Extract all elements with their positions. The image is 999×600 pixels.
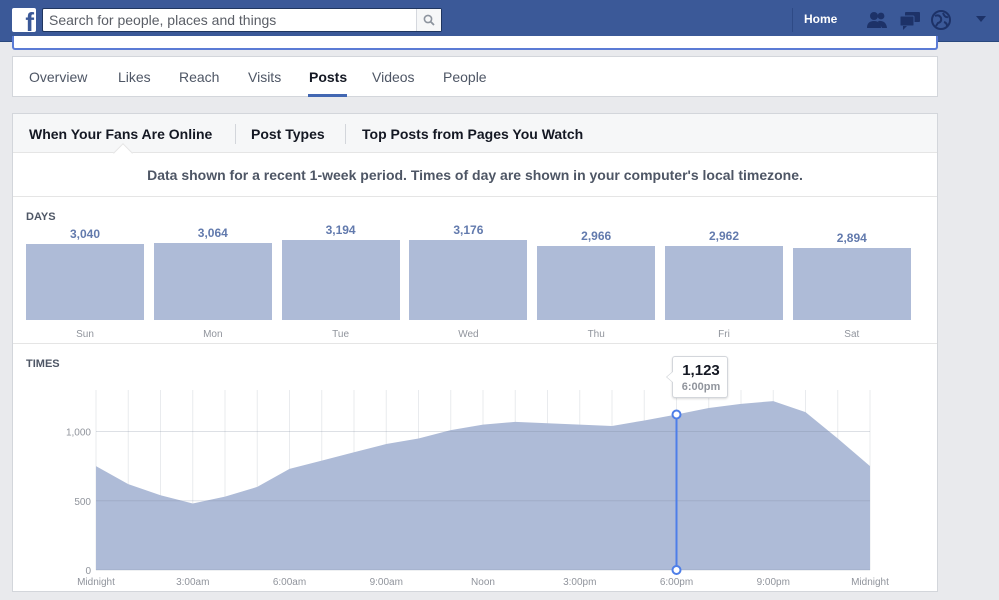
subtab-post-types[interactable]: Post Types — [251, 126, 325, 142]
day-bar[interactable] — [281, 240, 400, 320]
day-value-label: 2,966 — [581, 229, 612, 243]
day-value-label: 3,194 — [325, 223, 356, 237]
day-bar[interactable] — [665, 246, 783, 320]
x-tick-label: 9:00am — [370, 577, 403, 588]
days-label: DAYS — [26, 211, 56, 223]
times-area-chart: 0 500 1,000 Midnight 3:00am 6:00am 9:00am Noon 3… — [66, 390, 889, 588]
facebook-logo[interactable]: f — [12, 8, 36, 35]
timezone-notice: Data shown for a recent 1-week period. T… — [13, 154, 937, 197]
y-tick-label: 0 — [85, 566, 91, 577]
hover-base-marker — [671, 565, 682, 575]
day-value-label: 2,962 — [708, 229, 740, 243]
times-label: TIMES — [26, 358, 60, 370]
tab-reach[interactable]: Reach — [179, 69, 220, 85]
search-input[interactable] — [43, 9, 417, 31]
tooltip-time: 6:00pm — [681, 381, 721, 393]
tab-people[interactable]: People — [443, 69, 487, 85]
day-name-label: Wed — [458, 329, 479, 340]
day-column[interactable]: 3,040 Sun — [26, 198, 144, 344]
day-value-label: 2,894 — [836, 231, 867, 245]
tab-posts[interactable]: Posts — [309, 69, 348, 85]
day-value-label: 3,176 — [453, 223, 484, 237]
days-chart: DAYS 3,040 Sun 3,064 Mon 3,194 Tue 3,176 Wed 2,9… — [13, 198, 937, 344]
hover-point-marker[interactable] — [671, 409, 682, 420]
x-tick-label: Noon — [471, 577, 495, 588]
subtab-top-posts[interactable]: Top Posts from Pages You Watch — [362, 126, 584, 142]
hover-tooltip: 1,123 6:00pm — [666, 356, 728, 398]
insights-nav: Overview Likes Reach Visits Posts Videos… — [12, 56, 938, 97]
active-tab-indicator — [308, 94, 347, 97]
times-area[interactable] — [96, 401, 870, 570]
search-button[interactable] — [416, 9, 441, 31]
tab-likes[interactable]: Likes — [118, 69, 151, 85]
day-value-label: 3,064 — [197, 226, 228, 240]
topbar-divider — [792, 8, 793, 32]
account-dropdown-icon[interactable] — [976, 16, 986, 22]
subtab-when-fans-online[interactable]: When Your Fans Are Online — [29, 126, 213, 142]
day-column[interactable]: 3,064 Mon — [153, 198, 272, 344]
selected-content-edge — [12, 36, 938, 50]
home-link[interactable]: Home — [804, 12, 838, 26]
day-name-label: Fri — [718, 329, 730, 340]
day-bar[interactable] — [26, 244, 144, 320]
tooltip-value: 1,123 — [682, 362, 720, 379]
y-tick-label: 500 — [74, 497, 91, 508]
day-name-label: Thu — [587, 329, 605, 340]
search-icon — [423, 14, 435, 26]
day-column[interactable]: 3,176 Wed — [409, 198, 528, 344]
tab-visits[interactable]: Visits — [248, 69, 282, 85]
friend-requests-icon[interactable] — [866, 10, 888, 30]
x-tick-label: Midnight — [851, 577, 889, 588]
day-bar[interactable] — [537, 246, 656, 320]
x-tick-label: Midnight — [77, 577, 115, 588]
day-name-label: Mon — [203, 329, 223, 340]
day-value-label: 3,040 — [69, 227, 101, 241]
x-tick-label: 6:00am — [273, 577, 306, 588]
day-name-label: Sun — [76, 329, 94, 340]
tab-videos[interactable]: Videos — [372, 69, 415, 85]
messages-icon[interactable] — [899, 10, 921, 30]
times-chart: TIMES 0 500 1,000 Midnight 3:00am 6:00am 9:00a… — [13, 345, 937, 591]
subtab-divider — [345, 124, 346, 144]
notifications-globe-icon[interactable] — [930, 10, 952, 30]
x-tick-label: 3:00am — [176, 577, 209, 588]
day-bar[interactable] — [792, 248, 911, 320]
day-column[interactable]: 2,962 Fri — [665, 198, 783, 344]
posts-panel: When Your Fans Are Online Post Types Top… — [12, 113, 938, 592]
x-tick-label: 3:00pm — [563, 577, 596, 588]
posts-subtabs: When Your Fans Are Online Post Types Top… — [13, 114, 937, 153]
day-bar[interactable] — [409, 240, 528, 320]
x-tick-label: 6:00pm — [660, 577, 693, 588]
x-tick-label: 9:00pm — [757, 577, 790, 588]
day-column[interactable]: 2,966 Thu — [537, 198, 656, 344]
day-name-label: Sat — [844, 329, 860, 340]
top-bar: f Home — [0, 0, 999, 42]
day-column[interactable]: 3,194 Tue — [281, 198, 400, 344]
day-name-label: Tue — [332, 329, 350, 340]
y-tick-label: 1,000 — [66, 428, 91, 439]
search-box — [42, 8, 442, 32]
day-column[interactable]: 2,894 Sat — [792, 198, 911, 344]
subtab-divider — [235, 124, 236, 144]
day-bar[interactable] — [153, 243, 272, 320]
tab-overview[interactable]: Overview — [29, 69, 88, 85]
